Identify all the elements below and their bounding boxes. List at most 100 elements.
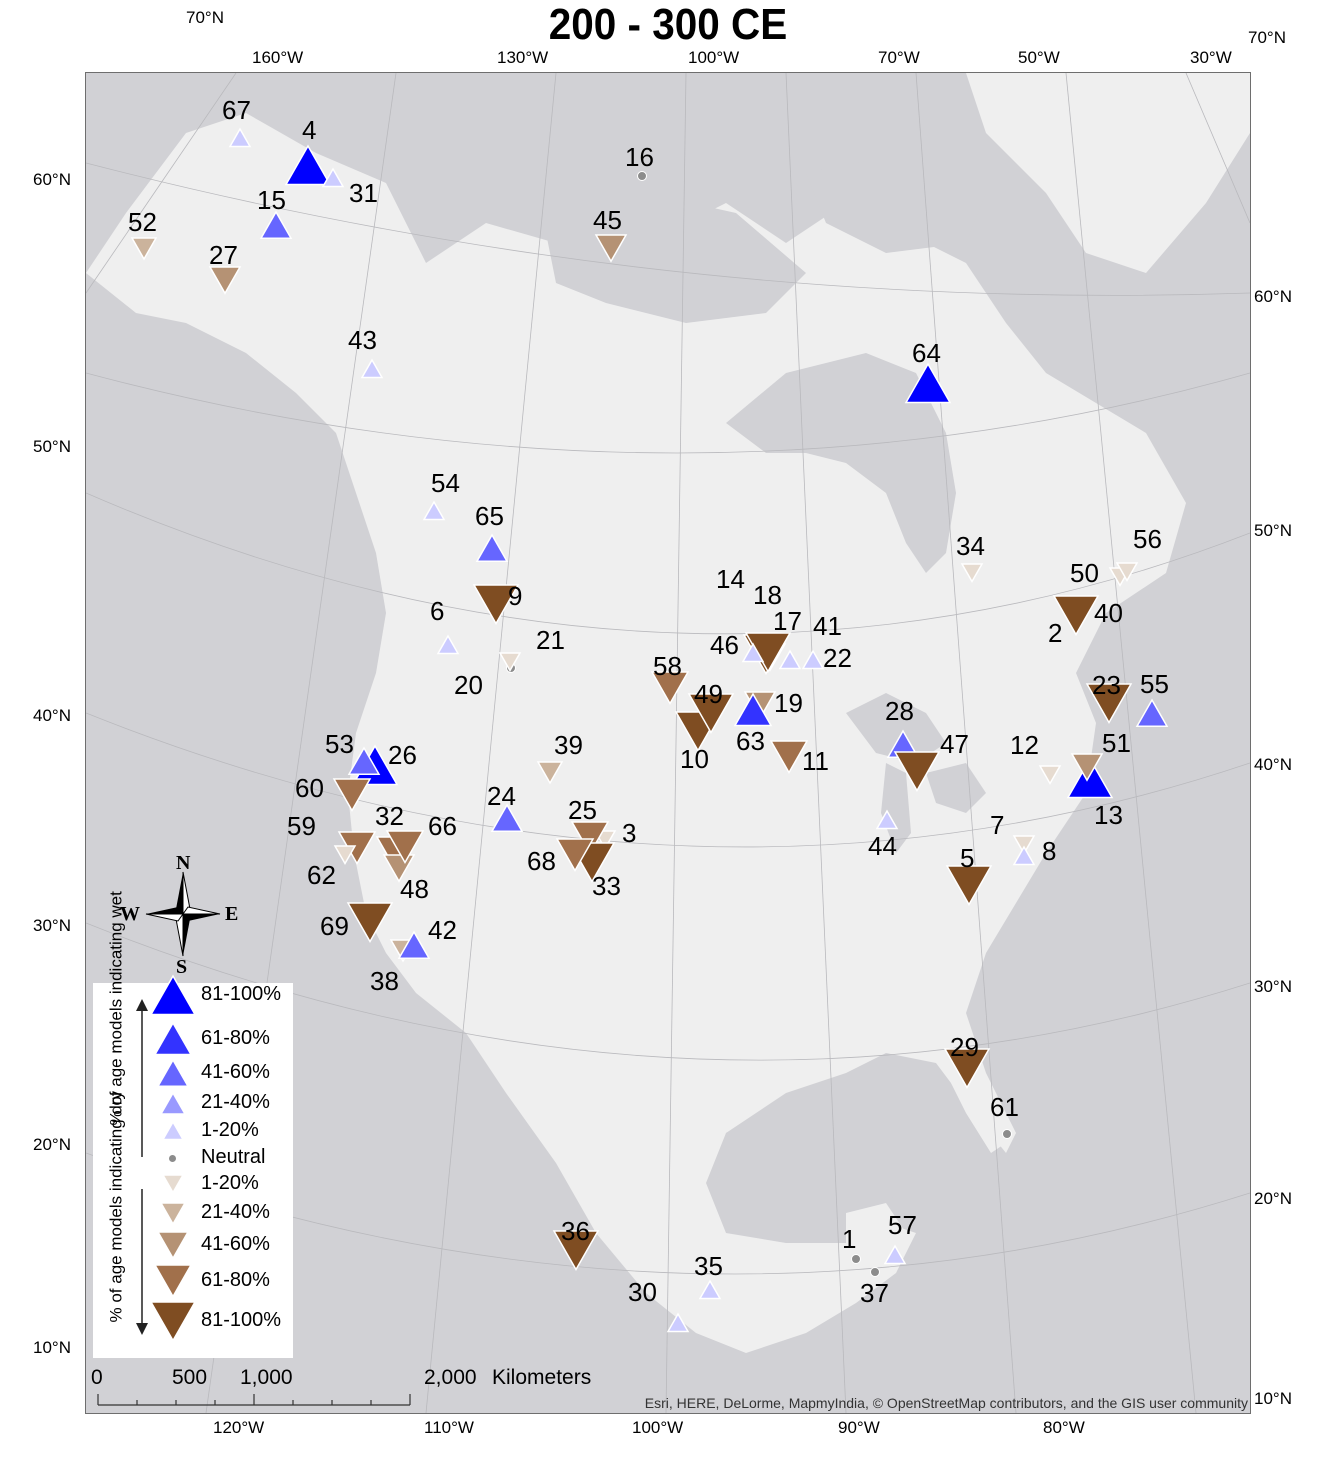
- wet-triangle-icon: [698, 1279, 722, 1300]
- site-label: 12: [1010, 730, 1039, 760]
- site-label: 53: [325, 729, 354, 759]
- wet-triangle-icon: [490, 803, 524, 832]
- legend-dry-axis-label: % of age models indicating dry: [106, 1090, 126, 1323]
- wet-triangle-icon: [397, 930, 431, 959]
- site-label: 55: [1140, 669, 1169, 699]
- top-tick-2: 130°W: [497, 48, 549, 67]
- site-label: 7: [990, 810, 1005, 840]
- site-label: 30: [628, 1277, 657, 1307]
- site-label: 8: [1042, 836, 1057, 866]
- site-label: 9: [508, 581, 523, 611]
- wet-triangle-icon: [161, 1120, 185, 1141]
- dry-triangle-icon: [1085, 683, 1133, 724]
- site-label: 56: [1133, 524, 1162, 554]
- site-label: 40: [1094, 598, 1123, 628]
- site-label: 63: [736, 726, 765, 756]
- site-label: 10: [680, 744, 709, 774]
- north-arrow-compass: N S W E: [118, 852, 248, 982]
- dry-triangle-icon: [945, 865, 993, 906]
- site-label: 48: [400, 874, 429, 904]
- compass-east: E: [225, 903, 239, 925]
- site-label: 24: [487, 781, 516, 811]
- legend-dry-3-label: 61-80%: [201, 1269, 270, 1291]
- site-label: 3: [622, 818, 637, 848]
- dry-triangle-icon: [153, 1264, 193, 1299]
- site-label: 2: [1048, 618, 1063, 648]
- site-label: 64: [912, 338, 941, 368]
- dry-triangle-icon: [943, 1048, 991, 1089]
- neutral-dot-icon: [851, 1254, 861, 1264]
- wet-triangle-icon: [801, 649, 825, 670]
- right-tick-2: 40°N: [1254, 755, 1292, 774]
- map-frame[interactable]: [85, 72, 1251, 1414]
- legend-wet-4-label: 1-20%: [201, 1119, 259, 1141]
- wet-triangle-icon: [153, 1021, 193, 1056]
- dry-triangle-icon: [594, 234, 628, 263]
- site-label: 46: [710, 630, 739, 660]
- top-tick-3: 100°W: [688, 48, 740, 67]
- wet-triangle-icon: [436, 634, 460, 655]
- legend-dry-2-label: 41-60%: [201, 1233, 270, 1255]
- dry-triangle-icon: [472, 584, 520, 625]
- wet-triangle-icon: [883, 1244, 907, 1265]
- legend-arrows: [136, 999, 148, 1335]
- site-label: 49: [694, 679, 723, 709]
- site-label: 6: [430, 596, 445, 626]
- site-label: 19: [774, 688, 803, 718]
- wet-triangle-icon: [1066, 757, 1114, 798]
- wet-triangle-icon: [284, 144, 332, 185]
- site-label: 18: [753, 580, 782, 610]
- wet-triangle-icon: [741, 642, 765, 663]
- site-label: 52: [128, 207, 157, 237]
- site-label: 26: [388, 740, 417, 770]
- legend-wet-0-label: 81-100%: [201, 983, 282, 1005]
- dry-triangle-icon: [130, 236, 158, 261]
- scale-ruler: [97, 1394, 411, 1406]
- site-label: 36: [561, 1216, 590, 1246]
- dry-triangle-icon: [1115, 562, 1139, 583]
- dry-triangle-icon: [1038, 765, 1062, 786]
- site-label: 14: [716, 564, 745, 594]
- right-tick-1: 50°N: [1254, 521, 1292, 540]
- wet-triangle-icon: [1135, 698, 1169, 727]
- dry-triangle-icon: [161, 1174, 185, 1195]
- wet-triangle-icon: [778, 649, 802, 670]
- dry-triangle-icon: [333, 845, 357, 866]
- right-tick-0: 60°N: [1254, 287, 1292, 306]
- scale-label-0: 0: [91, 1366, 103, 1389]
- top-tick-7: 70°N: [1248, 28, 1286, 47]
- site-label: 11: [802, 746, 829, 776]
- dry-triangle-icon: [650, 671, 690, 706]
- site-label: 60: [295, 773, 324, 803]
- bottom-tick-0: 120°W: [213, 1418, 265, 1437]
- legend-wet-3-label: 21-40%: [201, 1091, 270, 1113]
- dry-triangle-icon: [159, 1201, 187, 1226]
- site-label: 58: [653, 651, 682, 681]
- top-tick-0: 70°N: [186, 8, 224, 27]
- wet-triangle-icon: [149, 974, 197, 1015]
- site-label: 54: [431, 468, 460, 498]
- dry-triangle-icon: [960, 563, 984, 584]
- dry-triangle-icon: [687, 693, 735, 734]
- dry-triangle-icon: [536, 760, 564, 785]
- site-label: 20: [454, 670, 483, 700]
- dry-triangle-icon: [552, 1230, 600, 1271]
- wet-triangle-icon: [904, 362, 952, 403]
- left-tick-5: 10°N: [33, 1338, 71, 1357]
- site-label: 15: [257, 185, 286, 215]
- dry-triangle-icon: [385, 830, 425, 865]
- dry-triangle-icon: [769, 740, 809, 775]
- wet-triangle-icon: [259, 210, 293, 239]
- neutral-dot-icon: [169, 1155, 176, 1162]
- site-label: 65: [475, 501, 504, 531]
- site-label: 67: [222, 95, 251, 125]
- compass-rose-icon: [145, 871, 221, 957]
- wet-triangle-icon: [733, 692, 773, 727]
- site-label: 25: [568, 795, 597, 825]
- site-label: 69: [320, 911, 349, 941]
- site-label: 41: [813, 611, 842, 641]
- wet-triangle-icon: [666, 1312, 690, 1333]
- site-label: 23: [1092, 670, 1121, 700]
- site-label: 44: [868, 831, 897, 861]
- scale-label-1000: 1,000: [240, 1366, 293, 1389]
